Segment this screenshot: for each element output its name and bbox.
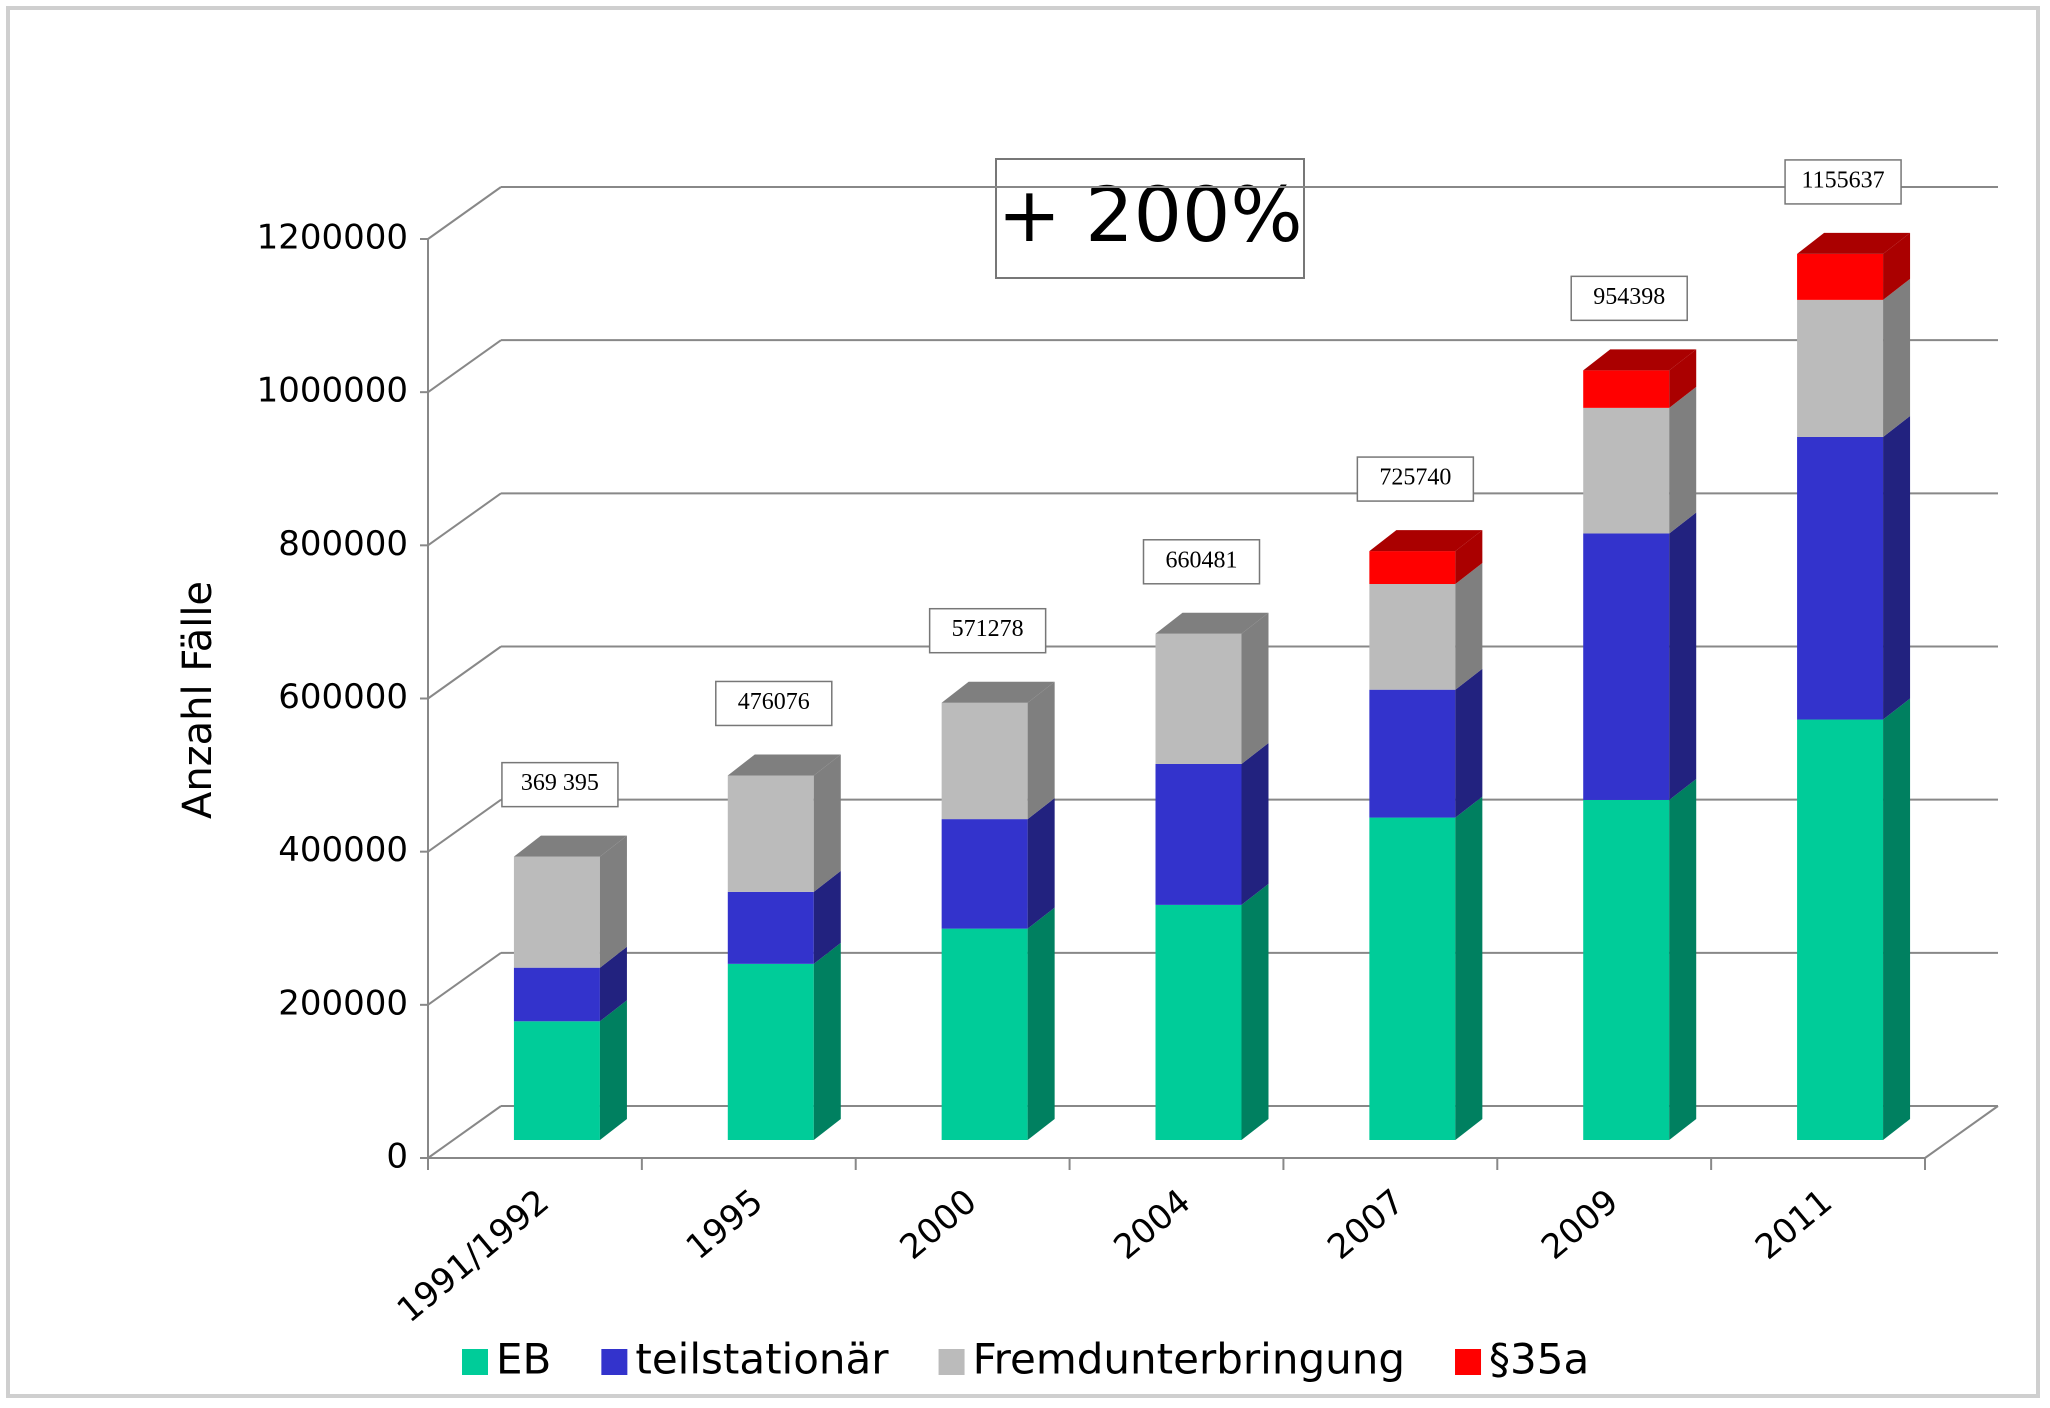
total-label: 725740 — [1379, 465, 1451, 491]
total-label: 369 395 — [521, 770, 599, 796]
y-tick-label: 200000 — [278, 983, 408, 1023]
bar-side — [813, 942, 841, 1140]
bar-top — [941, 681, 1055, 703]
y-axis-label: Anzahl Fälle — [175, 581, 221, 819]
bar-side — [1455, 668, 1483, 818]
grid-line — [427, 339, 502, 393]
legend-swatch — [601, 1349, 628, 1375]
y-tick-label: 1000000 — [257, 371, 408, 411]
bar-segment — [1797, 253, 1884, 300]
y-tick-label: 400000 — [278, 830, 408, 870]
bar-side — [813, 754, 841, 892]
y-tick-label: 0 — [386, 1137, 408, 1177]
total-label-box — [715, 680, 833, 727]
bar-segment — [1797, 436, 1884, 720]
y-tick-label: 1200000 — [257, 218, 408, 258]
y-tick-label: 600000 — [278, 677, 408, 717]
bar-side — [1669, 349, 1697, 408]
legend-swatch — [462, 1349, 488, 1375]
total-label: 1155637 — [1802, 167, 1885, 193]
bar-side — [1241, 883, 1269, 1140]
bar-segment — [1583, 407, 1670, 534]
bar-segment — [1797, 719, 1884, 1140]
legend: EB teilstationär Fremdunterbringung §35a — [462, 1335, 1589, 1384]
floor-edge — [1924, 1105, 1999, 1159]
grid-line — [427, 186, 502, 240]
legend-swatch — [1455, 1349, 1482, 1375]
bar-segment — [513, 856, 600, 968]
total-label: 476076 — [738, 689, 810, 715]
bar-segment — [513, 1021, 600, 1140]
bar-segment — [727, 963, 814, 1140]
legend-label: §35a — [1489, 1335, 1589, 1384]
annotation: + 200% — [997, 170, 1302, 259]
bar-side — [599, 835, 627, 968]
bar-top — [513, 835, 627, 857]
bar-side — [1455, 530, 1483, 585]
bar-side — [813, 870, 841, 964]
legend-swatch — [938, 1349, 965, 1375]
bar-side — [1455, 563, 1483, 690]
grid-line — [427, 952, 502, 1006]
bar-segment — [1369, 584, 1456, 690]
annotation-box — [995, 158, 1305, 279]
bar-side — [1883, 698, 1911, 1140]
bar-top — [1797, 232, 1911, 254]
bar-segment — [1369, 551, 1456, 585]
bar-side — [1883, 232, 1911, 300]
bar-side — [1883, 415, 1911, 720]
bar-segment — [1583, 533, 1670, 800]
bar-side — [1027, 681, 1055, 820]
bar-side — [599, 946, 627, 1022]
bar-side — [1027, 798, 1055, 929]
bar-side — [1241, 612, 1269, 764]
bar-side — [599, 1000, 627, 1140]
bar-side — [1241, 742, 1269, 905]
bar-side — [1455, 796, 1483, 1140]
bar-segment — [1583, 370, 1670, 408]
bar-top — [1369, 530, 1483, 552]
bar-side — [1883, 278, 1911, 437]
total-label-box — [1570, 275, 1688, 322]
bar-segment — [941, 928, 1028, 1140]
bar-side — [1669, 386, 1697, 534]
bar-top — [727, 754, 841, 776]
bar-segment — [1155, 763, 1242, 905]
bar-segment — [1797, 299, 1884, 437]
bar-segment — [941, 819, 1028, 929]
bar-segment — [727, 775, 814, 892]
grid-line — [427, 645, 502, 700]
total-label-box — [1356, 456, 1475, 502]
grid-line — [427, 1105, 502, 1159]
bar-side — [1669, 512, 1697, 800]
legend-label: teilstationär — [635, 1335, 889, 1384]
total-label-box — [1784, 159, 1902, 205]
total-label-box — [1142, 539, 1261, 585]
legend-label: Fremdunterbringung — [973, 1335, 1405, 1384]
total-label: 954398 — [1593, 284, 1665, 310]
bar-segment — [513, 967, 600, 1022]
bar-segment — [727, 891, 814, 964]
bar-top — [1583, 349, 1697, 371]
bar-segment — [1369, 817, 1456, 1140]
bar-segment — [1369, 689, 1456, 818]
total-label-box — [928, 607, 1047, 654]
bar-segment — [1155, 633, 1242, 764]
bar-segment — [1583, 799, 1670, 1140]
bar-segment — [941, 702, 1028, 820]
grid-line — [427, 798, 502, 853]
total-label: 571278 — [952, 616, 1024, 642]
total-label: 660481 — [1166, 547, 1238, 573]
bar-side — [1027, 907, 1055, 1140]
bar-segment — [1155, 904, 1242, 1140]
bar-side — [1669, 778, 1697, 1140]
y-tick-label: 800000 — [278, 524, 408, 564]
legend-label: EB — [496, 1335, 551, 1384]
total-label-box — [501, 761, 619, 808]
bar-top — [1155, 612, 1269, 634]
grid-line — [427, 492, 502, 547]
